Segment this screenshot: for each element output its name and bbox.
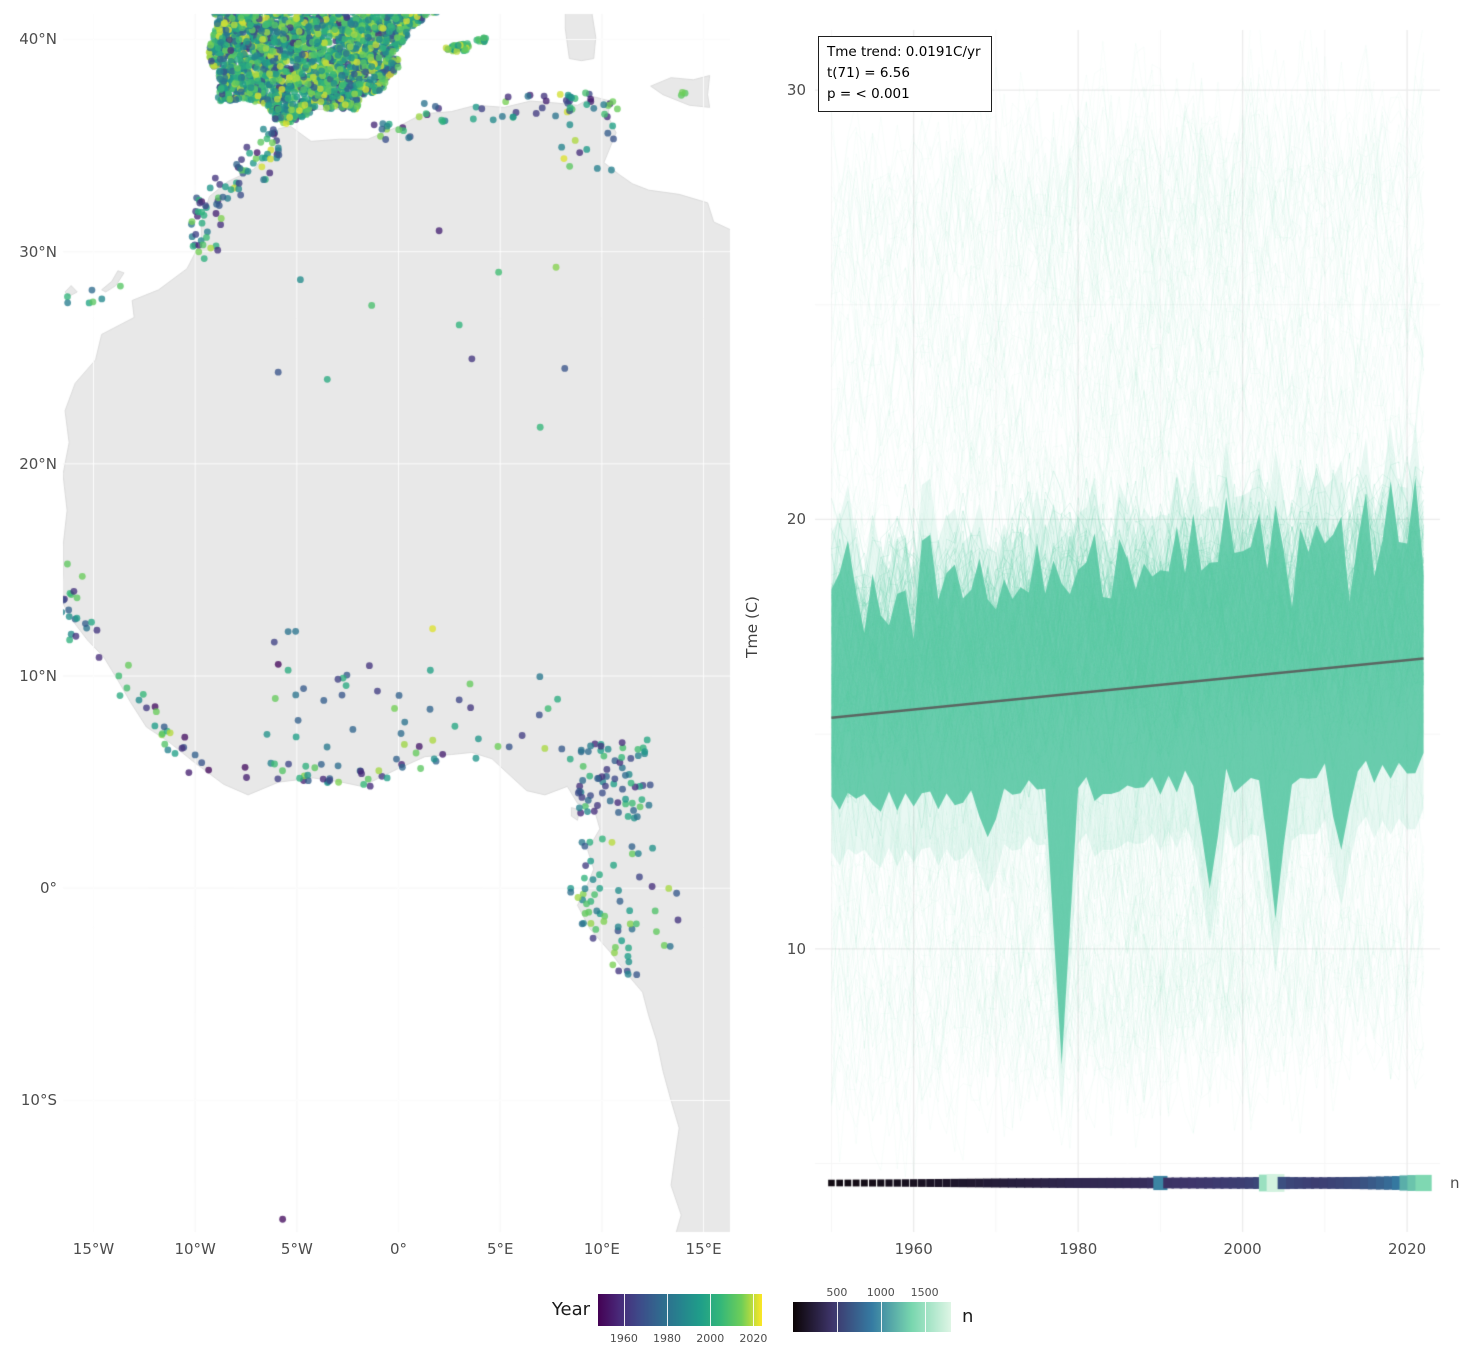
y-axis-title: Tme (C) xyxy=(743,596,761,658)
trend-annotation-line-3: p = < 0.001 xyxy=(827,85,910,102)
year-legend-colorbar xyxy=(598,1294,762,1326)
map-x-tick-label: 15°W xyxy=(72,1240,115,1258)
n-legend-tick-label: 500 xyxy=(826,1286,848,1299)
ts-x-tick-label: 1960 xyxy=(894,1240,933,1258)
map-y-tick-label: 30°N xyxy=(19,242,57,261)
map-x-tick-label: 15°E xyxy=(685,1240,722,1258)
legend-tick-mark xyxy=(667,1294,669,1326)
ts-x-tick-label: 2000 xyxy=(1223,1240,1262,1258)
map-x-tick-label: 0° xyxy=(390,1240,408,1258)
year-legend-tick-label: 1960 xyxy=(609,1332,638,1345)
map-y-tick-label: 40°N xyxy=(19,30,57,49)
trend-annotation-line-2: t(71) = 6.56 xyxy=(827,64,910,81)
legend-tick-mark xyxy=(623,1294,625,1326)
ts-y-tick-label: 30 xyxy=(786,81,806,100)
year-legend-tick-label: 2020 xyxy=(739,1332,768,1345)
year-legend-tick-label: 1980 xyxy=(653,1332,682,1345)
ts-y-tick-label: 10 xyxy=(786,939,806,958)
map-x-tick-label: 10°E xyxy=(583,1240,620,1258)
n-legend-tick-label: 1500 xyxy=(910,1286,939,1299)
n-legend-colorbar xyxy=(793,1302,951,1332)
map-y-tick-label: 10°N xyxy=(19,667,57,686)
map-x-tick-label: 10°W xyxy=(174,1240,216,1258)
n-legend-title: n xyxy=(962,1306,974,1327)
n-axis-label: n xyxy=(1450,1174,1460,1192)
legend-tick-mark xyxy=(753,1294,755,1326)
legend-tick-mark xyxy=(836,1302,838,1332)
year-legend-tick-label: 2000 xyxy=(696,1332,725,1345)
ts-x-tick-label: 1980 xyxy=(1059,1240,1098,1258)
legend-tick-mark xyxy=(880,1302,882,1332)
trend-annotation-box: Tme trend: 0.0191C/yr t(71) = 6.56 p = <… xyxy=(818,36,992,112)
year-legend-title: Year xyxy=(551,1299,590,1320)
legend-tick-mark xyxy=(710,1294,712,1326)
ts-x-tick-label: 2020 xyxy=(1388,1240,1427,1258)
trend-annotation-line-1: Tme trend: 0.0191C/yr xyxy=(827,44,981,60)
n-legend-tick-label: 1000 xyxy=(866,1286,895,1299)
map-y-tick-label: 0° xyxy=(39,879,57,898)
map-x-tick-label: 5°E xyxy=(486,1240,514,1258)
map-x-tick-label: 5°W xyxy=(280,1240,313,1258)
map-y-tick-label: 20°N xyxy=(19,454,57,473)
legend-tick-mark xyxy=(924,1302,926,1332)
ts-y-tick-label: 20 xyxy=(786,510,806,529)
map-y-tick-label: 10°S xyxy=(20,1091,57,1110)
